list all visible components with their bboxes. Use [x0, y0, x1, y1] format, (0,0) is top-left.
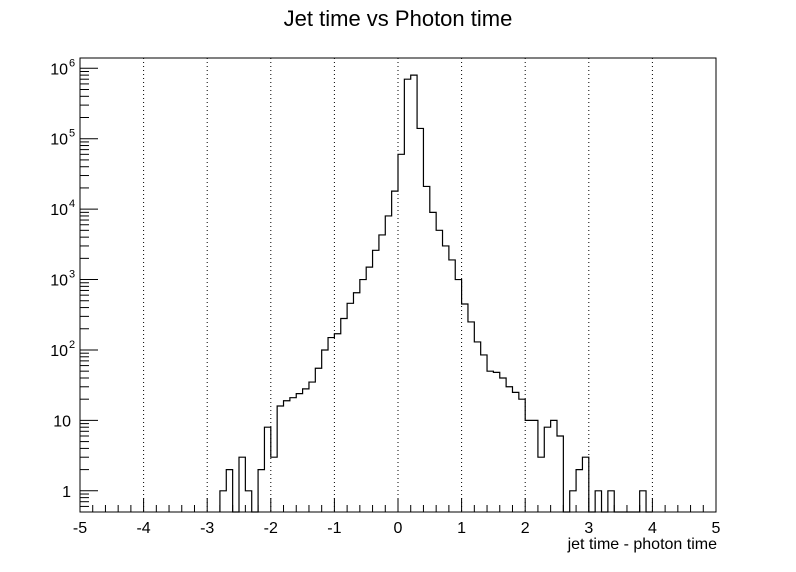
y-tick-exponent: 2: [69, 339, 75, 351]
y-tick-exponent: 4: [69, 198, 75, 210]
x-tick-label: -4: [136, 520, 150, 537]
x-tick-label: -5: [73, 520, 87, 537]
chart-title: Jet time vs Photon time: [283, 6, 513, 31]
histogram-outline: [219, 74, 653, 513]
y-tick-label: 10: [50, 61, 68, 78]
x-tick-label: -1: [327, 520, 341, 537]
y-tick-label: 1: [62, 484, 71, 501]
grid-lines: [143, 58, 653, 512]
x-tick-label: 4: [648, 520, 657, 537]
y-tick-label: 10: [53, 413, 71, 430]
x-tick-label: 0: [394, 520, 403, 537]
x-tick-label: 1: [457, 520, 466, 537]
y-tick-label: 10: [50, 132, 68, 149]
x-tick-label: 2: [521, 520, 530, 537]
x-axis-ticks: -5 -4 -3 -2 -1 0 1 2 3 4 5: [73, 498, 721, 537]
x-tick-label: -3: [200, 520, 214, 537]
y-tick-exponent: 5: [69, 128, 75, 140]
y-tick-label: 10: [50, 202, 68, 219]
x-tick-label: 3: [584, 520, 593, 537]
histogram-bins: [220, 75, 652, 512]
y-tick-label: 10: [50, 343, 68, 360]
y-tick-exponent: 3: [69, 269, 75, 281]
x-tick-label: -2: [264, 520, 278, 537]
x-axis-label: jet time - photon time: [567, 536, 717, 553]
x-tick-label: 5: [712, 520, 721, 537]
y-tick-exponent: 6: [69, 57, 75, 69]
y-tick-label: 10: [50, 273, 68, 290]
